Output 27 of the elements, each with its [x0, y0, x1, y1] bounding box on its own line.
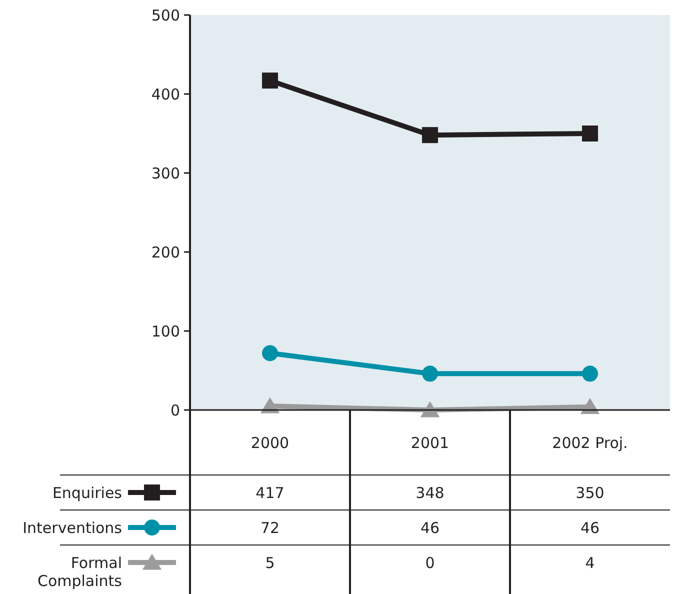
y-tick-label: 100	[151, 322, 180, 340]
y-tick-label: 0	[170, 401, 180, 420]
data-label: 350	[576, 484, 604, 502]
point	[582, 366, 598, 382]
data-label: 348	[416, 484, 444, 502]
point	[262, 345, 278, 362]
x-tick-label: 2002 Proj.	[552, 434, 628, 452]
legend-label: Enquiries	[52, 484, 122, 502]
legend-label: Interventions	[22, 518, 122, 537]
y-tick-label: 300	[151, 164, 180, 182]
data-label: 46	[420, 518, 440, 537]
point	[422, 127, 438, 144]
data-label: 5	[265, 554, 275, 572]
x-tick-label: 2001	[410, 434, 450, 452]
point	[582, 126, 598, 142]
data-label: 4	[585, 554, 595, 572]
y-tick-label: 500	[151, 6, 180, 24]
y-tick-label: 400	[151, 85, 180, 104]
point	[422, 366, 438, 382]
x-tick-label: 2000	[250, 434, 290, 452]
data-label: 46	[580, 518, 600, 537]
data-label: 72	[260, 518, 280, 537]
legend-label: Formal Complaints	[37, 554, 122, 590]
data-label: 417	[256, 484, 284, 502]
point	[262, 72, 278, 89]
data-label: 0	[425, 554, 435, 572]
y-tick-label: 200	[151, 243, 180, 262]
